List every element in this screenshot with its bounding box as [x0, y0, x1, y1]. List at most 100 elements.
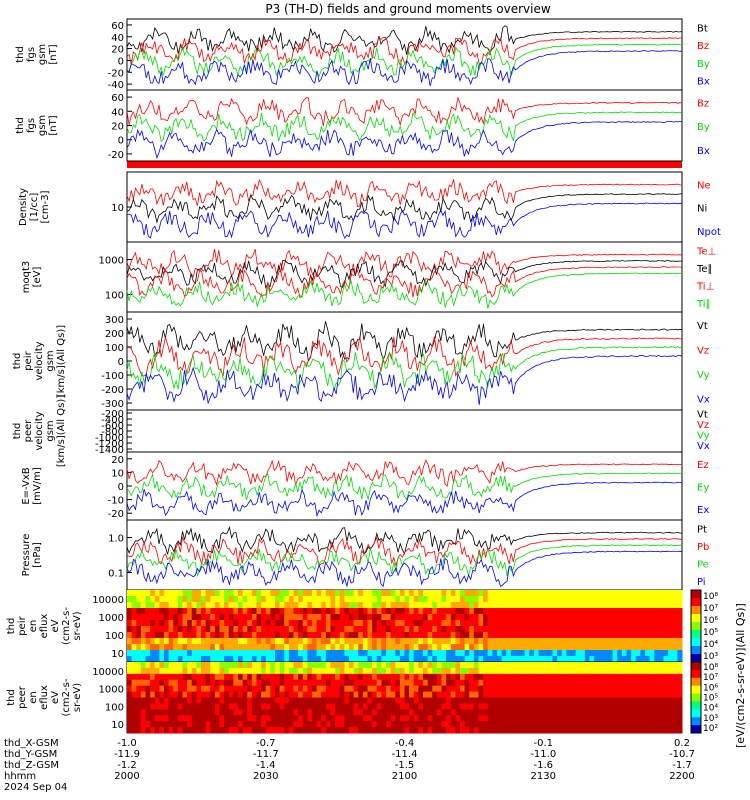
heatmap-cell [487, 673, 493, 681]
heatmap-cell [571, 602, 577, 609]
heatmap-cell [367, 691, 373, 698]
heatmap-cell [436, 679, 442, 687]
heatmap-cell [145, 697, 151, 704]
heatmap-cell [450, 590, 456, 597]
heatmap-cell [136, 685, 142, 693]
heatmap-cell [335, 691, 341, 698]
heatmap-cell [677, 727, 683, 734]
heatmap-cell [663, 667, 669, 675]
heatmap-cell [390, 602, 396, 609]
heatmap-cell [316, 697, 322, 704]
heatmap-cell [376, 709, 382, 716]
heatmap-cell [136, 721, 142, 728]
heatmap-cell [566, 667, 572, 675]
heatmap-cell [492, 662, 498, 669]
heatmap-cell [520, 697, 526, 704]
heatmap-cell [492, 679, 498, 687]
heatmap-cell [423, 679, 429, 687]
colorbar-segment [691, 598, 701, 607]
heatmap-cell [395, 608, 401, 615]
heatmap-cell [238, 662, 244, 669]
heatmap-cell [455, 673, 461, 681]
heatmap-cell [547, 691, 553, 698]
heatmap-cell [510, 614, 516, 621]
heatmap-cell [284, 608, 290, 615]
heatmap-cell [608, 715, 614, 722]
heatmap-cell [608, 656, 614, 663]
heatmap-cell [196, 727, 202, 734]
legend-entry: Ti∥ [696, 299, 711, 310]
heatmap-cell [339, 596, 345, 603]
heatmap-cell [349, 644, 355, 651]
heatmap-cell [446, 703, 452, 710]
heatmap-cell [566, 632, 572, 639]
heatmap-cell [321, 703, 327, 710]
heatmap-cell [182, 590, 188, 597]
heatmap-cell [164, 656, 170, 663]
heatmap-cell [617, 644, 623, 651]
heatmap-cell [580, 602, 586, 609]
heatmap-cell [436, 685, 442, 693]
heatmap-cell [344, 709, 350, 716]
heatmap-cell [534, 697, 540, 704]
heatmap-cell [450, 697, 456, 704]
heatmap-cell [228, 662, 234, 669]
heatmap-cell [543, 727, 549, 734]
heatmap-cell [534, 596, 540, 603]
heatmap-cell [150, 673, 156, 681]
heatmap-cell [492, 650, 498, 657]
heatmap-cell [621, 673, 627, 681]
heatmap-cell [136, 626, 142, 633]
heatmap-cell [224, 656, 230, 663]
heatmap-cell [635, 590, 641, 597]
heatmap-cell [598, 614, 604, 621]
heatmap-cell [409, 685, 415, 693]
heatmap-cell [441, 596, 447, 603]
heatmap-cell [247, 644, 253, 651]
heatmap-cell [580, 656, 586, 663]
heatmap-cell [506, 703, 512, 710]
y-tick-label: 10000 [92, 595, 124, 606]
heatmap-cell [497, 614, 503, 621]
heatmap-cell [159, 596, 165, 603]
heatmap-cell [224, 638, 230, 645]
heatmap-cell [524, 596, 530, 603]
heatmap-cell [524, 590, 530, 597]
heatmap-cell [275, 715, 281, 722]
heatmap-cell [164, 697, 170, 704]
heatmap-cell [510, 644, 516, 651]
heatmap-cell [446, 685, 452, 693]
heatmap-cell [140, 614, 146, 621]
heatmap-cell [450, 632, 456, 639]
heatmap-cell [645, 697, 651, 704]
heatmap-cell [469, 608, 475, 615]
heatmap-cell [663, 685, 669, 693]
heatmap-cell [658, 685, 664, 693]
heatmap-cell [409, 620, 415, 627]
heatmap-cell [598, 638, 604, 645]
heatmap-cell [460, 644, 466, 651]
heatmap-cell [672, 673, 678, 681]
heatmap-cell [279, 697, 285, 704]
heatmap-cell [409, 596, 415, 603]
heatmap-cell [409, 638, 415, 645]
heatmap-cell [409, 691, 415, 698]
heatmap-cell [381, 632, 387, 639]
heatmap-cell [191, 590, 197, 597]
heatmap-cell [136, 656, 142, 663]
heatmap-cell [168, 650, 174, 657]
heatmap-cell [455, 650, 461, 657]
heatmap-cell [256, 679, 262, 687]
heatmap-cell [580, 667, 586, 675]
heatmap-cell [635, 703, 641, 710]
heatmap-cell [404, 620, 410, 627]
heatmap-cell [330, 703, 336, 710]
heatmap-cell [293, 721, 299, 728]
heatmap-cell [413, 679, 419, 687]
heatmap-cell [469, 697, 475, 704]
heatmap-cell [427, 638, 433, 645]
heatmap-cell [182, 662, 188, 669]
heatmap-cell [353, 727, 359, 734]
heatmap-cell [390, 703, 396, 710]
heatmap-cell [538, 602, 544, 609]
